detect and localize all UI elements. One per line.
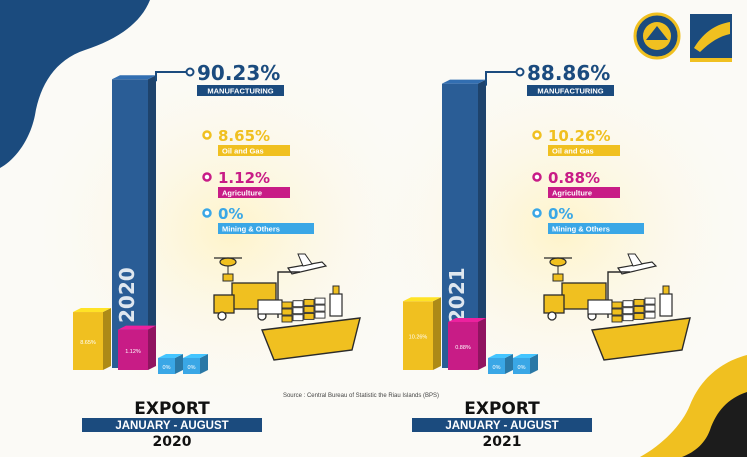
bar-mining-others bbox=[158, 354, 183, 374]
year-label-vertical: 2020 bbox=[115, 267, 139, 323]
cargo-ship-icon bbox=[261, 317, 361, 361]
manufacturing-value: 90.23% bbox=[197, 61, 280, 85]
legend-tag-bg bbox=[548, 145, 620, 156]
legend-value: 8.65% bbox=[218, 127, 270, 145]
drone-icon bbox=[219, 257, 237, 267]
legend-dot-agriculture bbox=[202, 172, 212, 182]
legend-tag: Agriculture bbox=[222, 189, 262, 198]
legend-tag-bg bbox=[218, 145, 290, 156]
legend-tag-bg bbox=[218, 223, 314, 234]
legend-value: 10.26% bbox=[548, 127, 610, 145]
logistics-illustration-left bbox=[213, 253, 361, 361]
bp-batam-logo bbox=[690, 14, 732, 62]
legend-value: 0% bbox=[218, 205, 243, 223]
manufacturing-tag-bg bbox=[197, 85, 284, 96]
bar-agriculture bbox=[118, 325, 156, 370]
legend-dot-mining-others bbox=[532, 208, 542, 218]
export-title: EXPORT bbox=[134, 399, 210, 419]
legend-value: 0.88% bbox=[548, 169, 600, 187]
corner-shape-top-left bbox=[0, 0, 150, 168]
bar-mining-others-b bbox=[183, 354, 208, 374]
legend-dot-agriculture bbox=[532, 172, 542, 182]
bar-value-label: 0% bbox=[518, 365, 526, 371]
bar-manufacturing bbox=[112, 75, 156, 368]
period-label: JANUARY - AUGUST bbox=[115, 420, 228, 432]
package-icon bbox=[222, 273, 234, 282]
bar-value-label: 0.88% bbox=[455, 345, 471, 351]
bar-value-label: 0% bbox=[188, 365, 196, 371]
manufacturing-value: 88.86% bbox=[527, 61, 610, 85]
period-label: JANUARY - AUGUST bbox=[445, 420, 558, 432]
bar-agriculture bbox=[448, 318, 486, 370]
manufacturing-tag-bg bbox=[527, 85, 614, 96]
legend-dot-oil-and-gas bbox=[202, 130, 212, 140]
legend-dot-mining-others bbox=[202, 208, 212, 218]
legend-value: 1.12% bbox=[218, 169, 270, 187]
legend-tag: Oil and Gas bbox=[552, 147, 594, 156]
manufacturing-connector-dot bbox=[515, 67, 525, 77]
bar-value-label: 10.26% bbox=[409, 335, 428, 341]
bar-mining-others-b bbox=[513, 354, 538, 374]
manufacturing-connector bbox=[155, 71, 187, 82]
export-title: EXPORT bbox=[464, 399, 540, 419]
export-year: 2021 bbox=[483, 434, 522, 450]
bar-value-label: 8.65% bbox=[80, 340, 96, 346]
bar-oil-and-gas bbox=[403, 297, 441, 370]
export-chart-2021: 2021 88.86% MANUFACTURING 10.26% Oil and Gas… bbox=[403, 61, 644, 450]
cargo-ship-icon bbox=[591, 317, 691, 361]
manufacturing-connector bbox=[485, 71, 517, 86]
source-note: Source : Central Bureau of Statistic the… bbox=[283, 393, 439, 399]
legend-tag-bg bbox=[218, 187, 290, 198]
manufacturing-tag: MANUFACTURING bbox=[537, 87, 603, 96]
bp-batam-round-logo bbox=[633, 12, 681, 60]
bar-value-label: 0% bbox=[493, 365, 501, 371]
drone-icon bbox=[549, 257, 567, 267]
bar-oil-and-gas bbox=[73, 308, 111, 370]
corner-shape-bottom-right-dark bbox=[682, 392, 747, 457]
year-label-vertical: 2021 bbox=[445, 267, 469, 323]
legend-tag: Mining & Others bbox=[222, 225, 280, 234]
legend-tag: Agriculture bbox=[552, 189, 592, 198]
legend-tag-bg bbox=[548, 187, 620, 198]
export-chart-2020: 2020 90.23% MANUFACTURING 8.65% Oil and Gas 1… bbox=[73, 61, 314, 450]
period-banner-bg bbox=[412, 418, 592, 432]
package-icon bbox=[552, 273, 564, 282]
export-year: 2020 bbox=[153, 434, 192, 450]
manufacturing-connector-dot bbox=[185, 67, 195, 77]
legend-dot-oil-and-gas bbox=[532, 130, 542, 140]
period-banner-bg bbox=[82, 418, 262, 432]
legend-value: 0% bbox=[548, 205, 573, 223]
bar-value-label: 0% bbox=[163, 365, 171, 371]
logistics-illustration-right bbox=[543, 253, 691, 361]
legend-tag: Oil and Gas bbox=[222, 147, 264, 156]
bar-value-label: 1.12% bbox=[125, 349, 141, 355]
legend-tag-bg bbox=[548, 223, 644, 234]
manufacturing-tag: MANUFACTURING bbox=[207, 87, 273, 96]
legend-tag: Mining & Others bbox=[552, 225, 610, 234]
bar-mining-others bbox=[488, 354, 513, 374]
